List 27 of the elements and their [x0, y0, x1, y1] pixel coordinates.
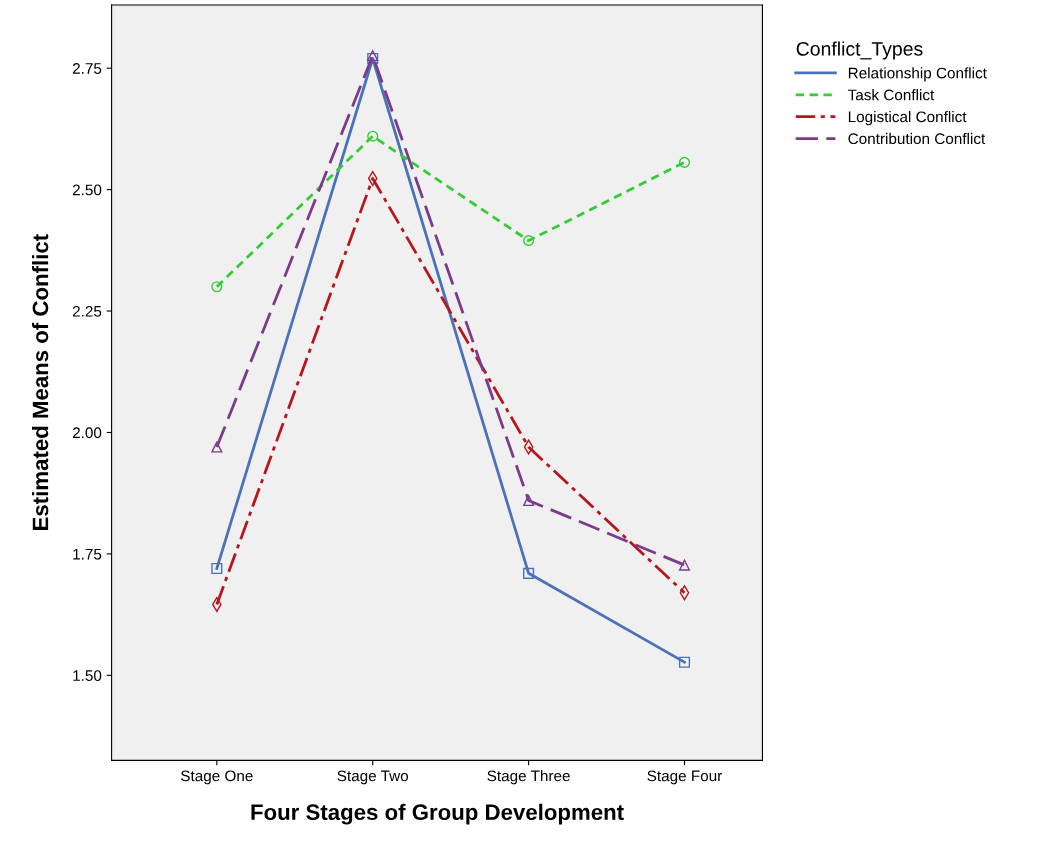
legend-label: Task Conflict: [848, 89, 935, 101]
y-tick-label: 2.50: [72, 184, 102, 196]
point: [678, 559, 691, 571]
point: [367, 130, 379, 142]
point: [678, 656, 691, 668]
y-tick-label: 2.00: [72, 427, 102, 439]
point: [523, 567, 535, 579]
x-tick-label: Stage Three: [487, 770, 570, 785]
point: [678, 156, 691, 168]
y-tick-label: 2.75: [72, 63, 102, 74]
point: [211, 562, 223, 575]
point: [523, 494, 535, 507]
point: [211, 281, 223, 293]
x-tick-label: Stage Two: [337, 770, 409, 785]
legend-title: Conflict_Types: [796, 41, 923, 60]
y-axis-title: Estimated Means of Conflict: [31, 234, 49, 530]
x-axis-title: Four Stages of Group Development: [251, 803, 624, 825]
y-tick-label: 1.50: [73, 670, 102, 682]
y-tick-label: 1.75: [73, 548, 102, 560]
legend-label: Relationship Conflict: [848, 67, 987, 82]
point: [211, 441, 223, 453]
x-tick-label: Stage One: [181, 770, 253, 785]
legend-label: Logistical Conflict: [848, 110, 967, 126]
y-tick-label: 2.25: [72, 305, 102, 317]
legend-label: Contribution Conflict: [848, 132, 986, 145]
x-tick-label: Stage Four: [647, 770, 723, 785]
point: [523, 235, 535, 247]
